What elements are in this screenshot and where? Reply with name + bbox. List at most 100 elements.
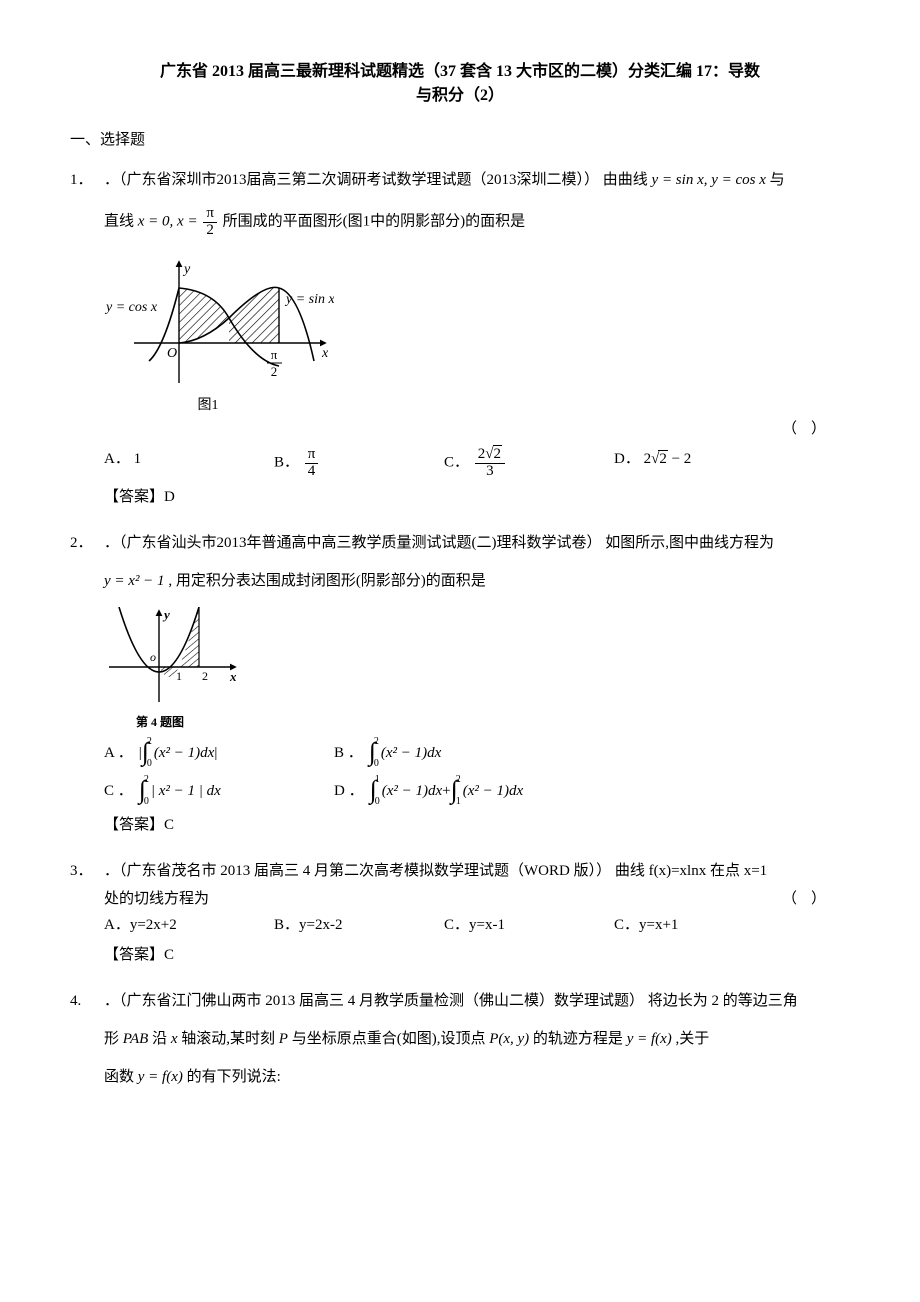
- document-title: 广东省 2013 届高三最新理科试题精选（37 套含 13 大市区的二模）分类汇…: [70, 60, 850, 108]
- q1-optB-label: B．: [274, 455, 299, 471]
- q1-math-curves: y = sin x, y = cos x: [652, 172, 766, 188]
- q4-source: ．（广东省江门佛山两市 2013 届高三 4 月教学质量检测（佛山二模）数学理试…: [104, 993, 644, 1009]
- q1-source: ．（广东省深圳市2013届高三第二次调研考试数学理试题（2013深圳二模））: [104, 172, 599, 188]
- q1-fig-cos: y = cos x: [104, 300, 158, 315]
- q4-l2-b: 沿: [152, 1031, 171, 1047]
- q2-fig-1: 1: [176, 669, 182, 683]
- q2-D-label: D ．: [334, 779, 364, 803]
- q2-fig-y: y: [162, 607, 170, 622]
- q1-optB-den: 4: [305, 464, 319, 480]
- q4-PAB: PAB: [123, 1031, 149, 1047]
- q2-C-label: C ．: [104, 779, 133, 803]
- q1-optB-frac: π 4: [305, 447, 319, 480]
- q1-line2-frac: π 2: [203, 206, 217, 239]
- q4-l2-c: 轴滚动,某时刻: [181, 1031, 279, 1047]
- q1-stem-text-a: 由曲线: [603, 172, 652, 188]
- q1-option-C: C． 22 3: [444, 447, 614, 480]
- q1-figure-caption: 图1: [108, 395, 308, 417]
- q1-optA-val: 1: [134, 451, 142, 467]
- q3-option-C: C．y=x-1: [444, 913, 614, 937]
- q1-optC-frac: 22 3: [475, 447, 505, 480]
- q2-D-math: ∫10 (x² − 1)dx + ∫21 (x² − 1)dx: [370, 775, 524, 807]
- q1-option-B: B． π 4: [274, 447, 444, 480]
- q4-l2-d: 与坐标原点重合(如图),设顶点: [292, 1031, 490, 1047]
- q2-source: ．（广东省汕头市2013年普通高中高三教学质量测试试题(二)理科数学试卷）: [104, 535, 602, 551]
- q4-l3-math: y = f(x): [138, 1069, 183, 1085]
- q1-options: A． 1 B． π 4 C． 22 3 D． 22 − 2: [104, 447, 850, 480]
- q2-fig-o: o: [150, 650, 156, 664]
- q1-fig-pi: π: [271, 347, 278, 362]
- q1-optB-num: π: [305, 447, 319, 464]
- q4-stem-a: 将边长为 2 的等边三角: [648, 993, 798, 1009]
- q3-stem: ．（广东省茂名市 2013 届高三 4 月第二次高考模拟数学理试题（WORD 版…: [104, 859, 850, 883]
- q2-line2: y = x² − 1 , 用定积分表达围成封闭图形(阴影部分)的面积是: [104, 569, 850, 593]
- q1-fig-y-label: y: [182, 262, 191, 277]
- q1-figure: y x O y = cos x y = sin x π 2 图1: [104, 253, 850, 417]
- q3-answer: 【答案】C: [104, 943, 850, 967]
- q4-l3-b: 的有下列说法:: [187, 1069, 281, 1085]
- q3-source: ．（广东省茂名市 2013 届高三 4 月第二次高考模拟数学理试题（WORD 版…: [104, 863, 611, 879]
- q2-number: 2．: [70, 531, 104, 555]
- title-line1: 广东省 2013 届高三最新理科试题精选（37 套含 13 大市区的二模）分类汇…: [70, 60, 850, 84]
- q2-figure-caption: 第 4 题图: [136, 713, 850, 732]
- q1-option-D: D． 22 − 2: [614, 447, 784, 480]
- q1-figure-svg: y x O y = cos x y = sin x π 2: [104, 253, 334, 393]
- q1-line2-a: 直线: [104, 214, 138, 230]
- q3-answer-blank: （）: [782, 887, 850, 911]
- q1-stem: ．（广东省深圳市2013届高三第二次调研考试数学理试题（2013深圳二模）） 由…: [104, 168, 850, 192]
- q3-option-A: A．y=2x+2: [104, 913, 274, 937]
- q2-fig-x: x: [229, 669, 237, 684]
- q4-P: P: [279, 1031, 288, 1047]
- q4-stem: ．（广东省江门佛山两市 2013 届高三 4 月教学质量检测（佛山二模）数学理试…: [104, 989, 850, 1013]
- q1-answer-blank: （）: [104, 417, 850, 441]
- q2-answer: 【答案】C: [104, 813, 850, 837]
- q2-option-D: D ． ∫10 (x² − 1)dx + ∫21 (x² − 1)dx: [334, 775, 634, 807]
- q1-optD-label: D．: [614, 451, 640, 467]
- q2-stem-a: 如图所示,图中曲线方程为: [605, 535, 774, 551]
- q1-number: 1．: [70, 168, 104, 192]
- q2-option-B: B ． ∫20 (x² − 1)dx: [334, 737, 564, 769]
- q4-yfx: y = f(x): [627, 1031, 672, 1047]
- q1-fig-2: 2: [271, 364, 278, 379]
- q2-A-math: | ∫20 (x² − 1)dx |: [139, 737, 218, 769]
- q4-Pxy: P(x, y): [489, 1031, 529, 1047]
- q1-optD-val: 22 − 2: [644, 451, 692, 467]
- q2-A-label: A ．: [104, 741, 133, 765]
- q4-l2-f: ,关于: [676, 1031, 710, 1047]
- q1-fig-x-label: x: [321, 346, 329, 361]
- question-3: 3． ．（广东省茂名市 2013 届高三 4 月第二次高考模拟数学理试题（WOR…: [70, 859, 850, 967]
- q2-option-C: C ． ∫20 | x² − 1 | dx: [104, 775, 334, 807]
- q2-options-row2: C ． ∫20 | x² − 1 | dx D ． ∫10 (x² − 1)dx…: [104, 775, 850, 807]
- q2-B-label: B ．: [334, 741, 363, 765]
- q4-l3-a: 函数: [104, 1069, 138, 1085]
- question-4: 4. ．（广东省江门佛山两市 2013 届高三 4 月教学质量检测（佛山二模）数…: [70, 989, 850, 1089]
- q3-line2: 处的切线方程为: [104, 887, 209, 911]
- q2-option-A: A ． | ∫20 (x² − 1)dx |: [104, 737, 334, 769]
- q4-l2-a: 形: [104, 1031, 123, 1047]
- q3-stem-a: 曲线 f(x)=xlnx 在点 x=1: [615, 863, 767, 879]
- q2-stem: ．（广东省汕头市2013年普通高中高三教学质量测试试题(二)理科数学试卷） 如图…: [104, 531, 850, 555]
- q1-line2-b: 所围成的平面图形(图1中的阴影部分)的面积是: [223, 214, 526, 230]
- q2-figure-svg: y x o 1 2: [104, 607, 244, 707]
- q1-stem-text-b: 与: [770, 172, 785, 188]
- q4-l2-e: 的轨迹方程是: [533, 1031, 627, 1047]
- question-1: 1． ．（广东省深圳市2013届高三第二次调研考试数学理试题（2013深圳二模）…: [70, 168, 850, 509]
- q4-x: x: [171, 1031, 178, 1047]
- q1-option-A: A． 1: [104, 447, 274, 480]
- q2-B-math: ∫20 (x² − 1)dx: [369, 737, 442, 769]
- q1-line2: 直线 x = 0, x = π 2 所围成的平面图形(图1中的阴影部分)的面积是: [104, 206, 850, 239]
- q1-answer: 【答案】D: [104, 485, 850, 509]
- q2-figure: y x o 1 2 第 4 题图: [104, 607, 850, 732]
- q1-line2-math: x = 0, x =: [138, 214, 202, 230]
- q1-optC-label: C．: [444, 455, 469, 471]
- q2-fig-2: 2: [202, 669, 208, 683]
- q1-line2-frac-num: π: [203, 206, 217, 223]
- q4-line2: 形 PAB 沿 x 轴滚动,某时刻 P 与坐标原点重合(如图),设顶点 P(x,…: [104, 1027, 850, 1051]
- q4-line3: 函数 y = f(x) 的有下列说法:: [104, 1065, 850, 1089]
- question-2: 2． ．（广东省汕头市2013年普通高中高三教学质量测试试题(二)理科数学试卷）…: [70, 531, 850, 836]
- title-line2: 与积分（2）: [70, 84, 850, 108]
- q1-line2-frac-den: 2: [203, 223, 217, 239]
- q1-fig-O: O: [167, 346, 177, 361]
- q3-line2-row: 处的切线方程为 （）: [104, 887, 850, 911]
- section-heading: 一、选择题: [70, 128, 850, 152]
